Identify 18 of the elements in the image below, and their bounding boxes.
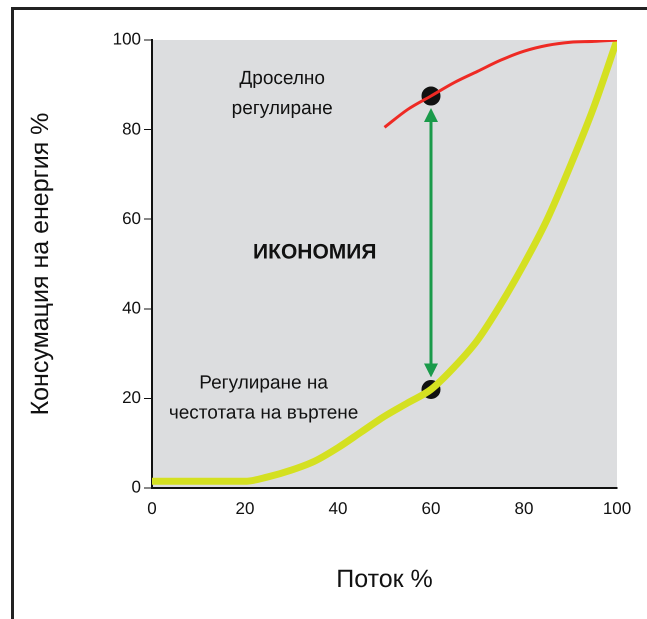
y-tick-label: 40 <box>122 298 141 318</box>
y-tick-label: 60 <box>122 208 141 228</box>
y-tick-label: 80 <box>122 119 141 138</box>
x-tick-label: 20 <box>236 498 254 518</box>
series-label: Регулиране на честотата на въртене <box>168 372 358 424</box>
y-tick-label: 100 <box>112 30 141 49</box>
y-tick-label: 20 <box>122 388 141 408</box>
x-tick-label: 60 <box>422 498 440 518</box>
x-tick-label: 80 <box>514 498 534 518</box>
x-tick-label: 100 <box>602 498 632 518</box>
y-tick-label: 0 <box>132 478 141 497</box>
line-series <box>383 40 617 129</box>
text: Дроселно регулиране <box>232 68 333 119</box>
annotation: ИКОНОМИЯ <box>253 240 376 264</box>
x-axis-title: Поток % <box>336 564 433 593</box>
x-tick-label: 40 <box>328 498 348 518</box>
x-tick-label: 0 <box>147 498 157 518</box>
y-axis-title: Консумация на енергия % <box>26 112 54 416</box>
